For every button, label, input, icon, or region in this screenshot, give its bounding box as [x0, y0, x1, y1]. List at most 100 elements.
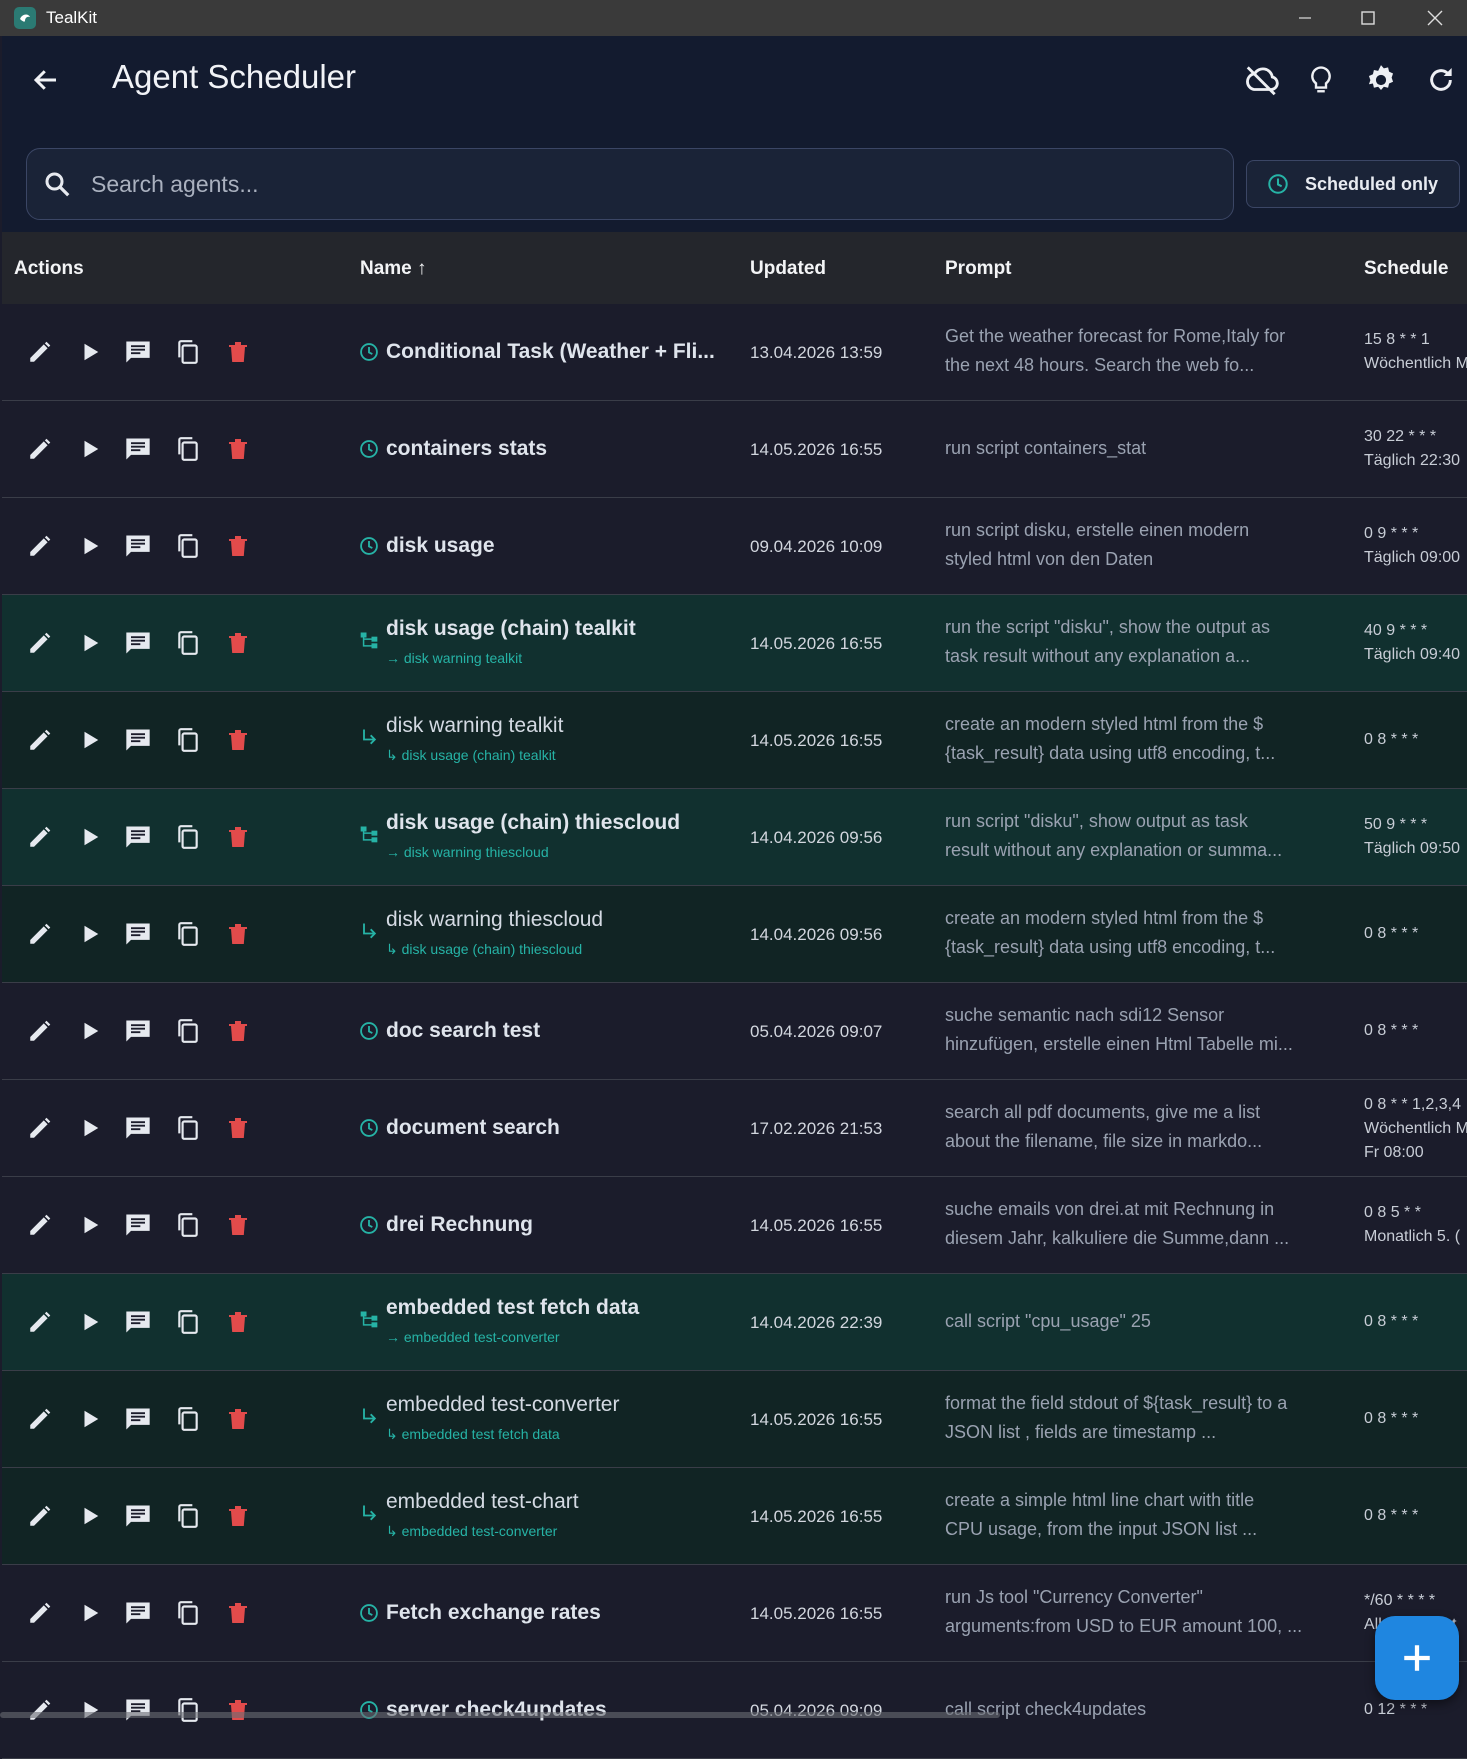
- maximize-button[interactable]: [1336, 0, 1400, 36]
- run-play-icon[interactable]: [74, 1015, 106, 1047]
- run-play-icon[interactable]: [74, 336, 106, 368]
- edit-pencil-icon[interactable]: [24, 433, 56, 465]
- refresh-icon[interactable]: [1421, 60, 1461, 100]
- duplicate-copy-icon[interactable]: [172, 724, 204, 756]
- delete-trash-icon[interactable]: [222, 918, 254, 950]
- duplicate-copy-icon[interactable]: [172, 1112, 204, 1144]
- horizontal-scrollbar[interactable]: [0, 1712, 1000, 1718]
- delete-trash-icon[interactable]: [222, 1403, 254, 1435]
- chat-history-icon[interactable]: [122, 433, 154, 465]
- run-play-icon[interactable]: [74, 724, 106, 756]
- run-play-icon[interactable]: [74, 1500, 106, 1532]
- column-prompt[interactable]: Prompt: [945, 258, 1012, 279]
- agent-name[interactable]: disk usage (chain) tealkit: [386, 617, 636, 640]
- duplicate-copy-icon[interactable]: [172, 821, 204, 853]
- table-row[interactable]: disk usage 09.04.2026 10:09 run script dis…: [2, 498, 1467, 595]
- agent-name[interactable]: disk warning tealkit: [386, 714, 564, 737]
- delete-trash-icon[interactable]: [222, 1597, 254, 1629]
- delete-trash-icon[interactable]: [222, 1306, 254, 1338]
- edit-pencil-icon[interactable]: [24, 918, 56, 950]
- delete-trash-icon[interactable]: [222, 821, 254, 853]
- delete-trash-icon[interactable]: [222, 1209, 254, 1241]
- table-row[interactable]: Fetch exchange rates 14.05.2026 16:55 run …: [2, 1565, 1467, 1662]
- agent-name[interactable]: doc search test: [386, 1019, 541, 1042]
- duplicate-copy-icon[interactable]: [172, 1597, 204, 1629]
- chat-history-icon[interactable]: [122, 1597, 154, 1629]
- table-row[interactable]: disk usage (chain) thiescloud → disk warn…: [2, 789, 1467, 886]
- table-row[interactable]: drei Rechnung 14.05.2026 16:55 suche email…: [2, 1177, 1467, 1274]
- close-window-button[interactable]: [1403, 0, 1467, 36]
- duplicate-copy-icon[interactable]: [172, 1403, 204, 1435]
- table-row[interactable]: disk usage (chain) tealkit → disk warning…: [2, 595, 1467, 692]
- minimize-button[interactable]: [1273, 0, 1337, 36]
- chat-history-icon[interactable]: [122, 1015, 154, 1047]
- table-row[interactable]: server check4updates 05.04.2026 09:09 call…: [2, 1662, 1467, 1759]
- duplicate-copy-icon[interactable]: [172, 1015, 204, 1047]
- chat-history-icon[interactable]: [122, 1500, 154, 1532]
- column-schedule[interactable]: Schedule: [1364, 258, 1449, 279]
- chat-history-icon[interactable]: [122, 1209, 154, 1241]
- search-box[interactable]: [26, 148, 1234, 220]
- agent-name[interactable]: disk usage: [386, 534, 495, 557]
- delete-trash-icon[interactable]: [222, 1015, 254, 1047]
- edit-pencil-icon[interactable]: [24, 1015, 56, 1047]
- table-row[interactable]: containers stats 14.05.2026 16:55 run scri…: [2, 401, 1467, 498]
- agent-name[interactable]: document search: [386, 1116, 560, 1139]
- run-play-icon[interactable]: [74, 821, 106, 853]
- delete-trash-icon[interactable]: [222, 724, 254, 756]
- delete-trash-icon[interactable]: [222, 1500, 254, 1532]
- delete-trash-icon[interactable]: [222, 530, 254, 562]
- agent-name[interactable]: containers stats: [386, 437, 548, 460]
- delete-trash-icon[interactable]: [222, 336, 254, 368]
- duplicate-copy-icon[interactable]: [172, 1306, 204, 1338]
- chat-history-icon[interactable]: [122, 1403, 154, 1435]
- chat-history-icon[interactable]: [122, 1694, 154, 1726]
- lightbulb-icon[interactable]: [1301, 60, 1341, 100]
- run-play-icon[interactable]: [74, 1597, 106, 1629]
- edit-pencil-icon[interactable]: [24, 627, 56, 659]
- agent-name[interactable]: disk usage (chain) thiescloud: [386, 811, 681, 834]
- agent-name[interactable]: Conditional Task (Weather + Fli...: [386, 340, 715, 363]
- add-agent-button[interactable]: [1375, 1616, 1459, 1700]
- agent-name[interactable]: embedded test-converter: [386, 1393, 620, 1416]
- run-play-icon[interactable]: [74, 1112, 106, 1144]
- duplicate-copy-icon[interactable]: [172, 530, 204, 562]
- table-row[interactable]: document search 17.02.2026 21:53 search al…: [2, 1080, 1467, 1177]
- table-row[interactable]: doc search test 05.04.2026 09:07 suche sem…: [2, 983, 1467, 1080]
- duplicate-copy-icon[interactable]: [172, 1500, 204, 1532]
- edit-pencil-icon[interactable]: [24, 1306, 56, 1338]
- delete-trash-icon[interactable]: [222, 1112, 254, 1144]
- table-row[interactable]: Conditional Task (Weather + Fli... 13.04.…: [2, 304, 1467, 401]
- chat-history-icon[interactable]: [122, 1112, 154, 1144]
- duplicate-copy-icon[interactable]: [172, 918, 204, 950]
- table-row[interactable]: embedded test-chart ↳ embedded test-conve…: [2, 1468, 1467, 1565]
- duplicate-copy-icon[interactable]: [172, 1209, 204, 1241]
- edit-pencil-icon[interactable]: [24, 1597, 56, 1629]
- chat-history-icon[interactable]: [122, 530, 154, 562]
- duplicate-copy-icon[interactable]: [172, 1694, 204, 1726]
- edit-pencil-icon[interactable]: [24, 530, 56, 562]
- run-play-icon[interactable]: [74, 1403, 106, 1435]
- edit-pencil-icon[interactable]: [24, 724, 56, 756]
- chat-history-icon[interactable]: [122, 336, 154, 368]
- chat-history-icon[interactable]: [122, 724, 154, 756]
- scheduled-only-toggle[interactable]: Scheduled only: [1246, 160, 1460, 208]
- search-input[interactable]: [89, 169, 1193, 199]
- duplicate-copy-icon[interactable]: [172, 627, 204, 659]
- run-play-icon[interactable]: [74, 918, 106, 950]
- run-play-icon[interactable]: [74, 627, 106, 659]
- agent-name[interactable]: disk warning thiescloud: [386, 908, 604, 931]
- agent-name[interactable]: embedded test-chart: [386, 1490, 579, 1513]
- delete-trash-icon[interactable]: [222, 1694, 254, 1726]
- duplicate-copy-icon[interactable]: [172, 433, 204, 465]
- run-play-icon[interactable]: [74, 530, 106, 562]
- delete-trash-icon[interactable]: [222, 627, 254, 659]
- duplicate-copy-icon[interactable]: [172, 336, 204, 368]
- chat-history-icon[interactable]: [122, 1306, 154, 1338]
- run-play-icon[interactable]: [74, 1694, 106, 1726]
- run-play-icon[interactable]: [74, 1306, 106, 1338]
- column-name-sort[interactable]: Name ↑: [360, 258, 427, 279]
- agent-name[interactable]: Fetch exchange rates: [386, 1601, 601, 1624]
- agent-name[interactable]: drei Rechnung: [386, 1213, 534, 1236]
- table-row[interactable]: embedded test fetch data → embedded test-…: [2, 1274, 1467, 1371]
